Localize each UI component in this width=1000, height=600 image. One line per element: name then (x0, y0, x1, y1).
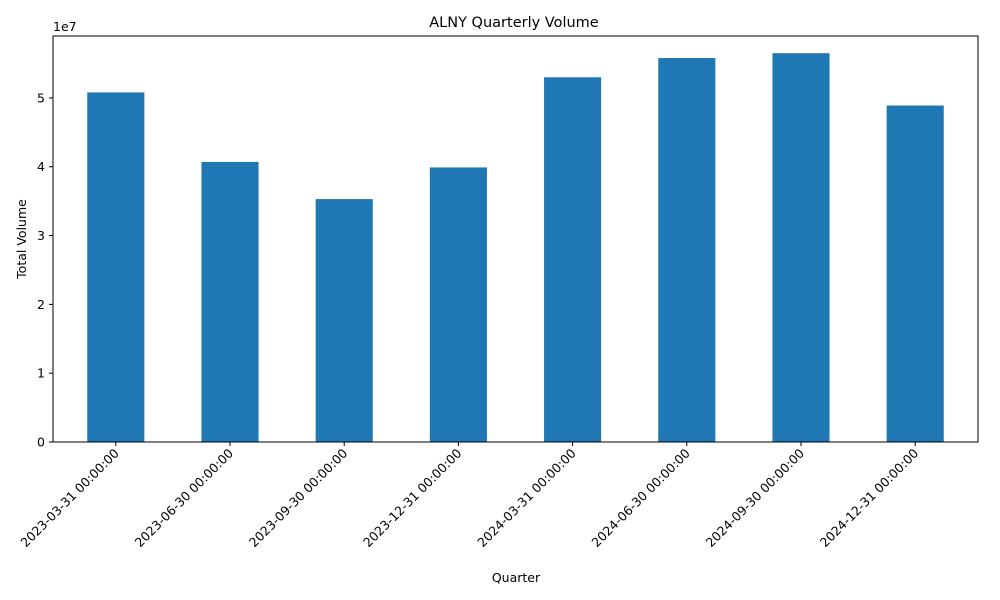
x-tick-label: 2023-09-30 00:00:00 (246, 445, 351, 550)
chart-title: ALNY Quarterly Volume (429, 15, 599, 31)
bar-7 (772, 53, 830, 442)
y-axis-ticks: 0 1 2 3 4 5 (37, 90, 53, 450)
bar-5 (544, 77, 602, 442)
x-tick-label: 2024-03-31 00:00:00 (474, 445, 579, 550)
bar-6 (658, 58, 716, 443)
y-tick-label: 0 (37, 435, 45, 450)
bar-2 (201, 161, 259, 442)
y-tick-label: 1 (37, 366, 45, 381)
bar-8 (886, 105, 944, 442)
x-axis-label: Quarter (492, 570, 541, 585)
x-tick-label: 2023-03-31 00:00:00 (17, 445, 122, 550)
y-tick-label: 2 (37, 297, 45, 312)
y-tick-label: 4 (37, 159, 45, 174)
x-tick-label: 2024-06-30 00:00:00 (588, 445, 693, 550)
bar-4 (429, 167, 487, 442)
x-tick-label: 2024-12-31 00:00:00 (817, 445, 922, 550)
x-tick-label: 2023-06-30 00:00:00 (132, 445, 237, 550)
y-axis-label: Total Volume (14, 199, 29, 280)
x-tick-label: 2024-09-30 00:00:00 (703, 445, 808, 550)
bars-group (87, 53, 944, 443)
plot-frame (52, 35, 979, 443)
y-tick-label: 5 (37, 90, 45, 105)
y-tick-label: 3 (37, 228, 45, 243)
bar-1 (87, 92, 145, 442)
bar-3 (315, 199, 373, 442)
y-axis-offset-label: 1e7 (53, 19, 77, 34)
x-tick-label: 2023-12-31 00:00:00 (360, 445, 465, 550)
x-axis-ticks: 2023-03-31 00:00:00 2023-06-30 00:00:00 20… (17, 442, 921, 550)
